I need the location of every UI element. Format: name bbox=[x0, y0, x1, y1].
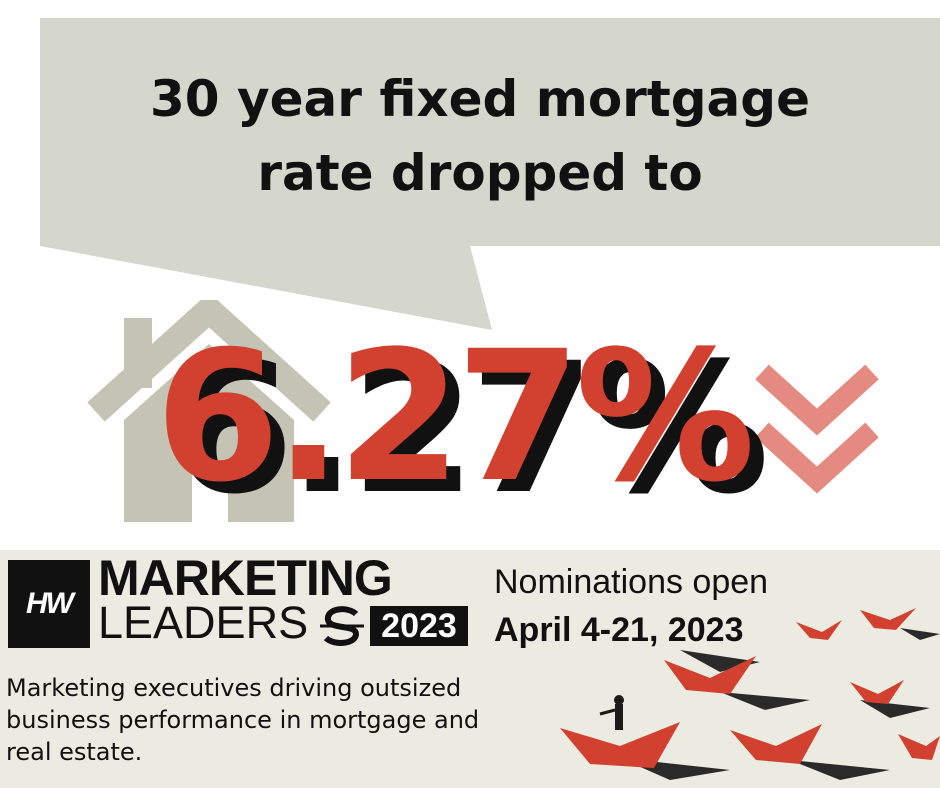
brand-title: MARKETING bbox=[98, 550, 393, 606]
rate-value: 6.27% bbox=[155, 313, 755, 522]
rate-shadow: 6.27% bbox=[169, 325, 769, 534]
rate-display: 6.27% 6.27% bbox=[155, 308, 795, 534]
banner-description: Marketing executives driving outsized bu… bbox=[6, 674, 480, 766]
double-chevron-down-icon bbox=[755, 364, 879, 494]
headline-line-2: rate dropped to bbox=[257, 144, 703, 202]
hw-logo[interactable]: HW bbox=[8, 560, 90, 648]
nominations-dates: April 4-21, 2023 bbox=[494, 611, 744, 649]
nominations-label: Nominations open bbox=[494, 563, 769, 601]
brand-year: 2023 bbox=[370, 606, 468, 646]
headline: 30 year fixed mortgage rate dropped to bbox=[40, 62, 920, 210]
swirl-icon bbox=[320, 606, 364, 646]
headline-line-1: 30 year fixed mortgage bbox=[150, 70, 810, 128]
callout-box bbox=[40, 18, 940, 246]
paper-boats-illustration bbox=[560, 608, 940, 780]
brand-subtitle: LEADERS bbox=[98, 597, 309, 648]
house-icon bbox=[87, 300, 331, 522]
